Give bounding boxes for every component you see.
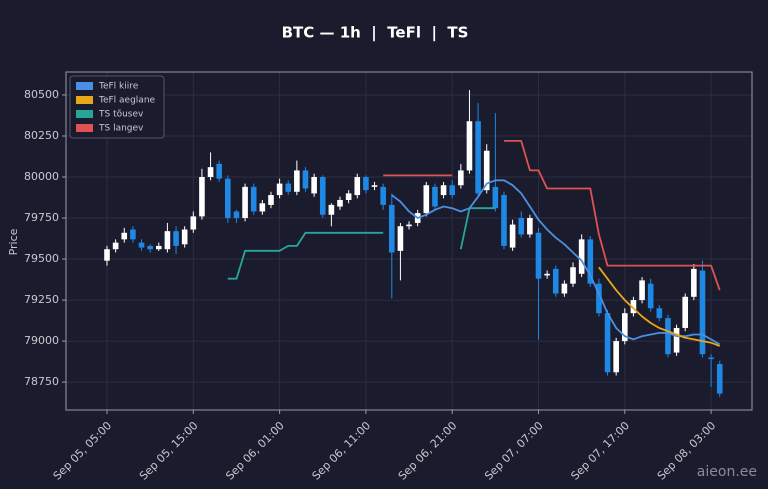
legend-swatch bbox=[76, 96, 93, 104]
y-tick-label: 79500 bbox=[24, 252, 59, 265]
candle-body bbox=[613, 341, 619, 373]
y-tick-label: 80000 bbox=[24, 170, 59, 183]
legend-label: TeFl kiire bbox=[98, 82, 139, 92]
y-axis-label: Price bbox=[7, 228, 20, 255]
candle-body bbox=[164, 231, 171, 250]
y-tick-label: 78750 bbox=[24, 375, 59, 388]
candle-body bbox=[561, 283, 568, 294]
candle-body bbox=[354, 177, 361, 196]
candle-body bbox=[207, 167, 214, 178]
candle-body bbox=[423, 185, 430, 214]
candle-body bbox=[716, 364, 723, 394]
candle-body bbox=[294, 170, 300, 192]
candle-body bbox=[458, 170, 464, 186]
candle-body bbox=[604, 313, 611, 373]
candle-body bbox=[104, 249, 110, 261]
series-line bbox=[598, 266, 721, 347]
y-tick-label: 80250 bbox=[24, 129, 59, 142]
y-tick-label: 79750 bbox=[24, 211, 59, 224]
legend-swatch bbox=[76, 82, 93, 90]
series-line bbox=[383, 140, 721, 291]
candle-body bbox=[699, 270, 706, 355]
candle-body bbox=[363, 177, 369, 191]
candle-body bbox=[527, 218, 533, 235]
candle-body bbox=[509, 224, 516, 248]
series-line bbox=[391, 179, 721, 346]
candle-body bbox=[535, 232, 542, 279]
candle-body bbox=[388, 204, 395, 253]
y-tick-label: 79000 bbox=[24, 334, 59, 347]
candle-body bbox=[285, 183, 292, 192]
candle-body bbox=[475, 121, 481, 194]
candle-body bbox=[518, 218, 525, 235]
candle-body bbox=[268, 195, 274, 205]
candle-body bbox=[552, 268, 559, 294]
candle-body bbox=[259, 203, 266, 212]
candle-body bbox=[466, 121, 473, 171]
candle-body bbox=[682, 296, 689, 328]
candle-body bbox=[225, 178, 231, 219]
legend-label: TeFl aeglane bbox=[98, 96, 156, 106]
candle-body bbox=[345, 193, 352, 200]
legend-swatch bbox=[76, 110, 93, 118]
series-line bbox=[227, 207, 496, 280]
candle-body bbox=[673, 327, 680, 353]
candle-body bbox=[406, 224, 412, 227]
candle-body bbox=[440, 185, 447, 196]
candle-body bbox=[155, 245, 162, 250]
y-tick-label: 80500 bbox=[24, 88, 59, 101]
candle-body bbox=[371, 185, 378, 187]
candle-body bbox=[138, 242, 145, 248]
candle-body bbox=[501, 195, 507, 246]
candle-body bbox=[276, 183, 283, 196]
candle-body bbox=[121, 232, 128, 240]
watermark: aieon.ee bbox=[697, 464, 757, 480]
candle-body bbox=[147, 245, 153, 250]
candle-body bbox=[647, 283, 654, 309]
legend-label: TS langev bbox=[98, 124, 144, 134]
candle-body bbox=[449, 185, 455, 196]
candle-body bbox=[708, 357, 714, 360]
candle-body bbox=[665, 318, 671, 355]
candle-body bbox=[432, 186, 438, 207]
legend-label: TS tõusev bbox=[98, 110, 144, 120]
candle-body bbox=[216, 163, 222, 179]
y-tick-label: 79250 bbox=[24, 293, 59, 306]
candle-body bbox=[311, 177, 317, 194]
candle-body bbox=[302, 170, 309, 189]
candle-body bbox=[250, 186, 257, 212]
candle-body bbox=[328, 204, 335, 215]
candle-body bbox=[397, 226, 404, 251]
candle-body bbox=[319, 177, 326, 215]
candle-body bbox=[380, 186, 386, 205]
candle-body bbox=[337, 199, 343, 207]
legend-swatch bbox=[76, 124, 93, 132]
candle-body bbox=[233, 211, 240, 219]
candle-body bbox=[587, 239, 594, 284]
candle-body bbox=[242, 186, 248, 219]
chart-title: BTC — 1h | TeFl | TS bbox=[282, 24, 469, 43]
candle-body bbox=[691, 268, 697, 297]
candle-body bbox=[173, 231, 179, 246]
candle-body bbox=[112, 242, 119, 250]
candle-body bbox=[190, 216, 197, 230]
candle-body bbox=[656, 308, 663, 319]
candle-body bbox=[622, 313, 628, 342]
legend-box bbox=[69, 75, 165, 139]
candle-body bbox=[639, 280, 645, 301]
plot-frame bbox=[65, 71, 753, 411]
candle-body bbox=[199, 177, 205, 217]
candle-body bbox=[130, 229, 136, 240]
candle-body bbox=[578, 239, 585, 274]
candle-body bbox=[570, 267, 576, 284]
candle-body bbox=[181, 229, 188, 245]
candle-body bbox=[596, 283, 602, 314]
candle-body bbox=[483, 150, 490, 191]
candle-body bbox=[492, 186, 499, 209]
candle-body bbox=[630, 300, 637, 314]
candle-body bbox=[544, 273, 550, 276]
